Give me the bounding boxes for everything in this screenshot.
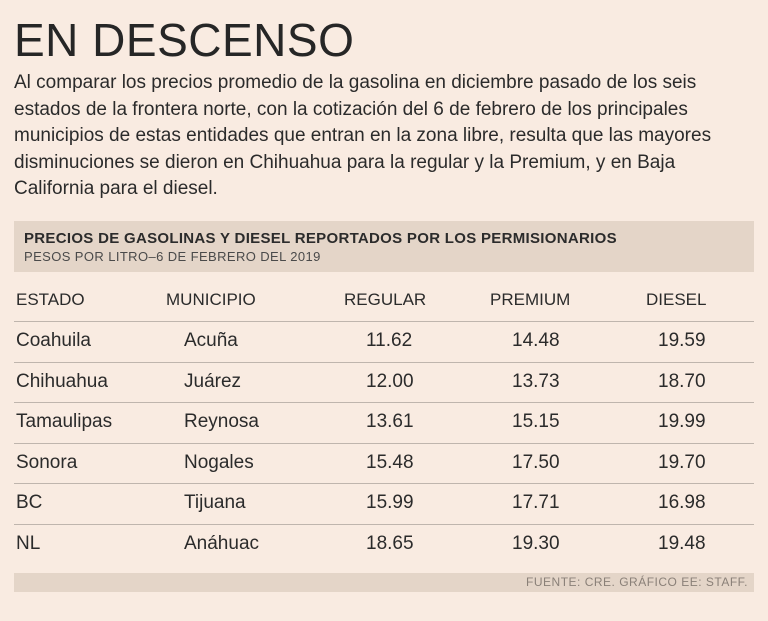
cell-municipio: Anáhuac — [184, 532, 260, 554]
page-title: EN DESCENSO — [14, 14, 355, 66]
table-body: Coahuila Acuña 11.62 14.48 19.59 Chihuah… — [14, 321, 754, 564]
table-row: BC Tijuana 15.99 17.71 16.98 — [14, 483, 754, 524]
cell-estado: Tamaulipas — [16, 411, 113, 432]
table-header-band: PRECIOS DE GASOLINAS Y DIESEL REPORTADOS… — [14, 221, 754, 272]
column-header-regular: REGULAR — [344, 290, 427, 309]
cell-diesel: 18.70 — [658, 370, 706, 392]
cell-estado: Sonora — [16, 451, 78, 473]
cell-municipio: Reynosa — [184, 411, 259, 432]
column-header-premium: PREMIUM — [490, 290, 571, 309]
cell-municipio: Juárez — [184, 370, 242, 392]
cell-regular: 11.62 — [366, 330, 413, 351]
table-row: Tamaulipas Reynosa 13.61 15.15 19.99 — [14, 402, 754, 443]
cell-premium: 15.15 — [512, 411, 560, 432]
cell-diesel: 19.48 — [658, 532, 706, 554]
column-header-municipio: MUNICIPIO — [166, 290, 256, 309]
footer-band: FUENTE: CRE. GRÁFICO EE: STAFF. — [14, 573, 754, 592]
cell-diesel: 19.70 — [658, 451, 706, 473]
column-header-diesel: DIESEL — [646, 290, 707, 309]
cell-municipio: Nogales — [184, 451, 254, 473]
cell-estado: Chihuahua — [16, 370, 108, 392]
table-row: Sonora Nogales 15.48 17.50 19.70 — [14, 442, 754, 484]
table-title: PRECIOS DE GASOLINAS Y DIESEL REPORTADOS… — [24, 230, 617, 247]
cell-diesel: 16.98 — [658, 492, 706, 513]
cell-premium: 19.30 — [512, 532, 560, 554]
cell-regular: 15.48 — [366, 451, 414, 473]
column-header-estado: ESTADO — [16, 290, 85, 309]
cell-premium: 17.50 — [512, 451, 560, 473]
cell-premium: 14.48 — [512, 330, 560, 351]
cell-regular: 15.99 — [366, 492, 414, 513]
source-note: FUENTE: CRE. GRÁFICO EE: STAFF. — [526, 575, 748, 589]
table-subtitle: PESOS POR LITRO–6 DE FEBRERO DEL 2019 — [24, 249, 321, 264]
cell-estado: BC — [16, 492, 43, 513]
cell-estado: NL — [16, 532, 41, 554]
table-row: Coahuila Acuña 11.62 14.48 19.59 — [14, 321, 754, 362]
cell-regular: 12.00 — [366, 370, 414, 392]
cell-regular: 18.65 — [366, 532, 414, 554]
cell-regular: 13.61 — [366, 411, 414, 432]
cell-diesel: 19.59 — [658, 330, 706, 351]
cell-premium: 13.73 — [512, 370, 560, 392]
cell-estado: Coahuila — [16, 330, 91, 351]
table-row: NL Anáhuac 18.65 19.30 19.48 — [14, 523, 754, 565]
intro-paragraph: Al comparar los precios promedio de la g… — [14, 72, 712, 199]
cell-premium: 17.71 — [512, 492, 560, 513]
column-headers: ESTADO MUNICIPIO REGULAR PREMIUM DIESEL — [14, 290, 754, 316]
cell-municipio: Acuña — [184, 330, 238, 351]
cell-municipio: Tijuana — [184, 492, 246, 513]
table-row: Chihuahua Juárez 12.00 13.73 18.70 — [14, 361, 754, 403]
cell-diesel: 19.99 — [658, 411, 706, 432]
